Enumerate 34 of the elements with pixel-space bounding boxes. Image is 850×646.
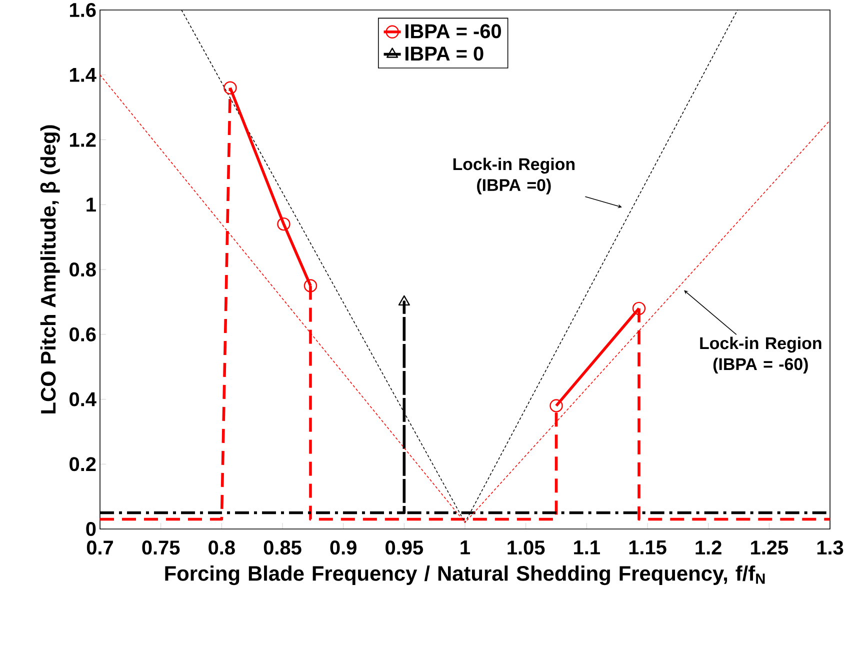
x-axis-title: Forcing Blade Frequency / Natural Shedding Frequency, f/f$_{N}$ <box>165 566 765 586</box>
x-tick-label: 1.15 <box>629 540 666 554</box>
annotation: Lock-in Region (IBPA =0) <box>453 158 574 194</box>
point <box>277 217 290 231</box>
legend-label: IBPA = -60 <box>406 24 501 38</box>
y-tick-label: 0.4 <box>70 392 96 406</box>
x-tick-label: 0.9 <box>330 540 356 555</box>
x-tick-label: 1.1 <box>574 540 600 554</box>
annotation: Lock-in Region (IBPA = -60) <box>700 336 822 374</box>
x-tick-label: 1 <box>460 540 470 554</box>
x-tick-label: 0.7 <box>86 540 113 555</box>
legend-label: IBPA = 0 <box>406 46 484 61</box>
y-tick-label: 1 <box>86 198 96 212</box>
point <box>224 81 237 94</box>
x-tick-label: 1.3 <box>817 540 844 555</box>
y-tick-label: 0.6 <box>70 327 96 342</box>
x-tick-label: 0.8 <box>208 540 235 555</box>
y-tick-label: 0.8 <box>70 262 96 277</box>
y-tick-label: 1.2 <box>70 132 96 147</box>
y-tick-label: 0.2 <box>70 457 96 472</box>
y-axis-title: LCO Pitch Amplitude, β (deg) <box>40 125 60 414</box>
x-tick-label: 0.85 <box>264 540 302 555</box>
point <box>304 279 318 292</box>
x-tick-label: 1.25 <box>751 540 788 555</box>
x-tick-label: 0.75 <box>142 540 180 555</box>
x-tick-label: 1.05 <box>508 540 545 555</box>
point <box>398 295 410 306</box>
y-tick-label: 1.6 <box>70 2 96 18</box>
point <box>550 399 563 412</box>
point <box>632 302 646 316</box>
x-tick-label: 1.2 <box>696 540 722 554</box>
x-tick-label: 0.95 <box>386 540 424 555</box>
y-tick-label: 1.4 <box>70 68 96 82</box>
y-tick-label: 0 <box>86 522 96 536</box>
